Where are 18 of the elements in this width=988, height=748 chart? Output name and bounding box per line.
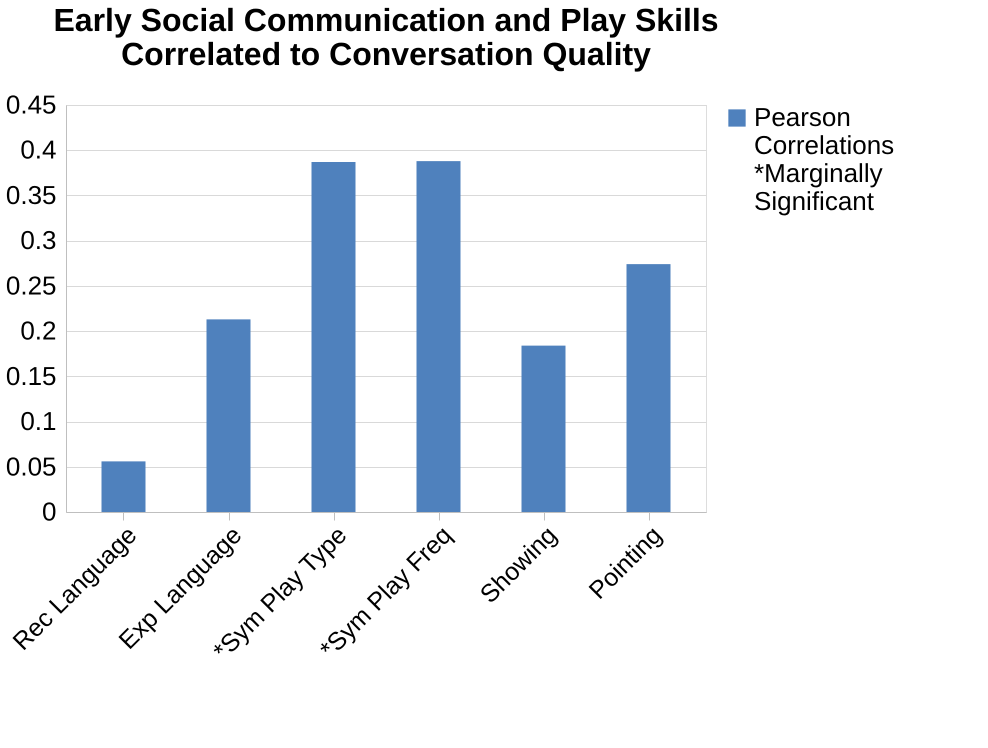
bar [312, 162, 356, 512]
bar [206, 319, 250, 512]
bar [522, 346, 566, 512]
legend-label: Pearson Correlations *Marginally Significant [754, 102, 894, 216]
bar [416, 161, 460, 512]
y-tick-label: 0.4 [20, 134, 56, 165]
y-tick-label: 0.05 [6, 451, 56, 482]
chart-title: Early Social Communication and Play Skills Correlated to Conversation Quality [53, 2, 719, 72]
y-tick-label: 0.3 [20, 225, 56, 256]
y-tick-label: 0.25 [6, 270, 56, 300]
bar [626, 264, 670, 512]
y-tick-label: 0.1 [20, 406, 56, 436]
y-tick-label: 0.35 [6, 180, 56, 210]
y-tick-label: 0.45 [6, 90, 56, 120]
bar [102, 461, 146, 512]
y-tick-label: 0 [42, 496, 56, 526]
y-tick-label: 0.2 [20, 316, 56, 346]
y-tick-label: 0.15 [6, 360, 56, 391]
